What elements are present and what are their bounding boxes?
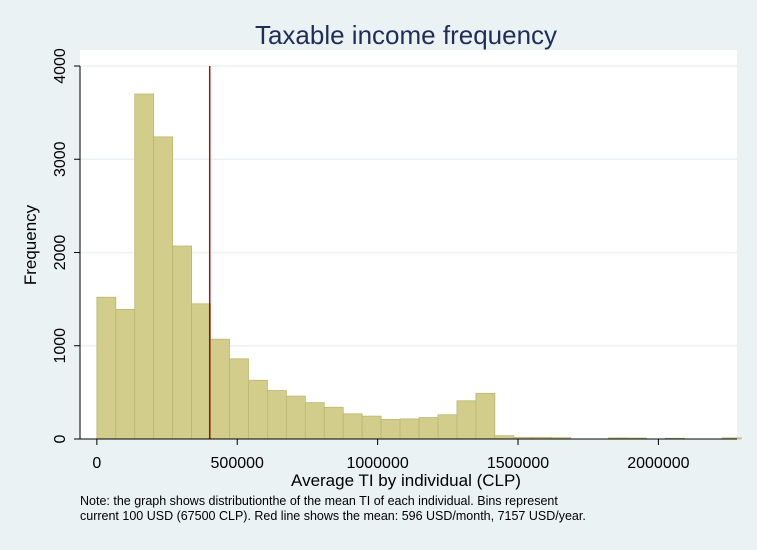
x-tick-label: 500000 <box>211 455 264 472</box>
histogram-bar-0 <box>96 296 117 440</box>
histogram-bar-9 <box>267 390 287 440</box>
chart-note: Note: the graph shows distributionthe of… <box>80 494 586 524</box>
histogram-bar-20 <box>475 392 496 440</box>
histogram-bar-1 <box>115 308 136 440</box>
histogram-bar-17 <box>418 417 439 440</box>
histogram-bars <box>96 93 742 440</box>
y-tick-label: 3000 <box>52 141 69 177</box>
tick-labels: 0 500000 1000000 1500000 2000000 0 1000 2000 300… <box>52 48 690 472</box>
x-axis-label: Average TI by individual (CLP) <box>291 471 521 490</box>
histogram-bar-7 <box>229 358 249 440</box>
y-tick-label: 2000 <box>52 235 69 271</box>
histogram-bar-8 <box>248 379 268 440</box>
histogram-bar-14 <box>361 415 382 440</box>
chart-title: Taxable income frequency <box>255 20 557 50</box>
note-line-1: Note: the graph shows distributionthe of… <box>80 494 558 508</box>
histogram-bar-18 <box>437 414 458 440</box>
histogram-bar-6 <box>210 338 230 440</box>
histogram-bar-5 <box>191 303 211 440</box>
y-tick-label: 1000 <box>52 328 69 364</box>
histogram-bar-10 <box>285 395 306 440</box>
histogram-bar-11 <box>304 402 325 440</box>
histogram-bar-2 <box>134 93 155 440</box>
y-tick-label: 4000 <box>52 48 69 84</box>
x-tick-label: 1500000 <box>487 455 549 472</box>
note-line-2: current 100 USD (67500 CLP). Red line sh… <box>80 509 586 523</box>
histogram-bar-12 <box>323 406 344 440</box>
histogram-bar-15 <box>380 419 401 440</box>
y-tick-label: 0 <box>52 434 69 443</box>
histogram-bar-13 <box>342 413 363 440</box>
x-tick-label: 1000000 <box>346 455 408 472</box>
histogram-bar-16 <box>399 418 420 440</box>
histogram-bar-4 <box>172 245 193 440</box>
x-tick-label: 2000000 <box>627 455 689 472</box>
y-axis-label: Frequency <box>21 204 40 285</box>
histogram-bar-19 <box>456 400 477 440</box>
x-tick-label: 0 <box>92 455 101 472</box>
histogram-bar-3 <box>153 136 174 440</box>
